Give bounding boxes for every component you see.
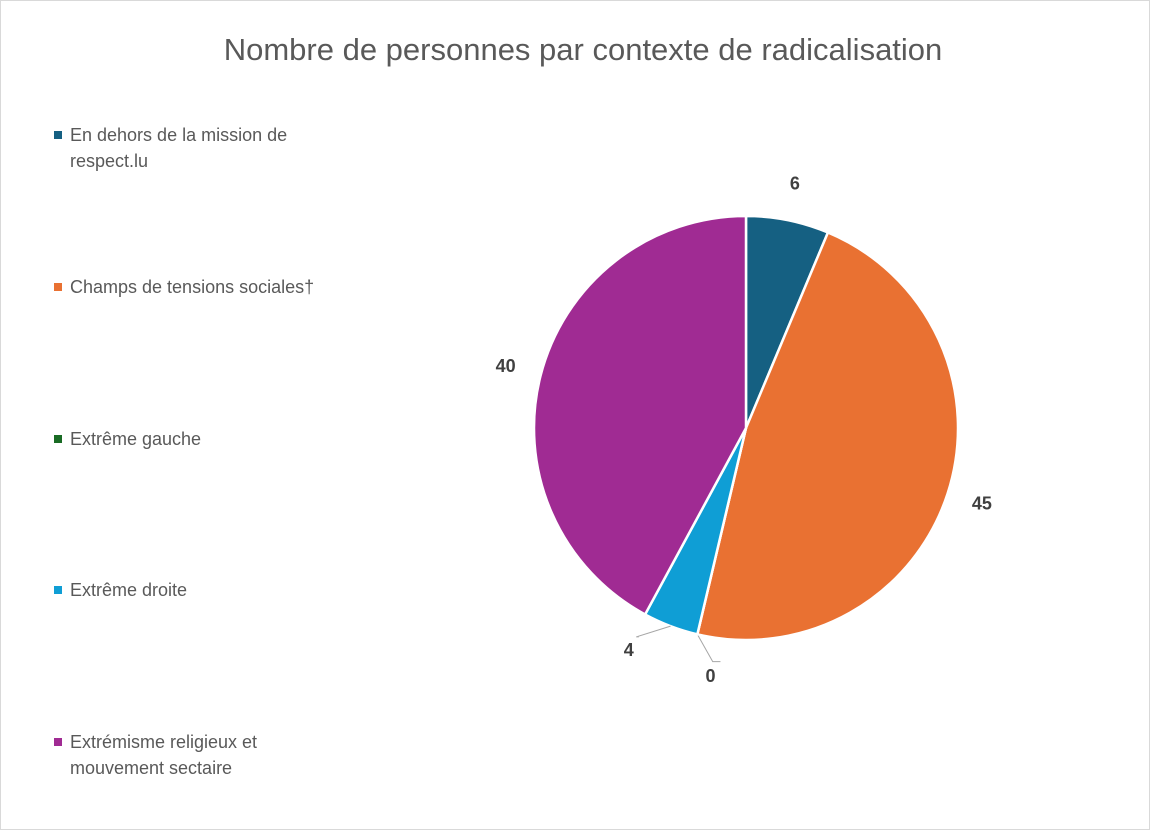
- legend-swatch: [54, 435, 62, 443]
- pie-slice: [695, 230, 960, 642]
- legend-item: Champs de tensions sociales†: [52, 274, 342, 300]
- legend-label: Extrémisme religieux et mouvement sectai…: [70, 732, 258, 778]
- legend-item: Extrême droite: [52, 577, 342, 603]
- legend-item: Extrême gauche: [52, 426, 342, 452]
- leader-line: [636, 625, 671, 638]
- legend-label: Extrême droite: [70, 580, 188, 600]
- legend-item: Extrémisme religieux et mouvement sectai…: [52, 729, 342, 781]
- data-label: 45: [972, 493, 992, 513]
- data-label: 0: [705, 666, 715, 686]
- leader-line: [696, 634, 721, 663]
- legend-swatch: [54, 131, 62, 139]
- data-label: 6: [790, 174, 800, 194]
- data-label: 40: [496, 356, 516, 376]
- data-label: 4: [624, 640, 634, 660]
- legend-swatch: [54, 738, 62, 746]
- legend-label: En dehors de la mission de respect.lu: [70, 125, 288, 171]
- legend-item: En dehors de la mission de respect.lu: [52, 122, 342, 174]
- legend-label: Champs de tensions sociales†: [70, 277, 315, 297]
- legend-swatch: [54, 283, 62, 291]
- pie-slice: [532, 214, 748, 617]
- legend-label: Extrême gauche: [70, 429, 202, 449]
- chart-title: Nombre de personnes par contexte de radi…: [224, 32, 943, 67]
- legend-swatch: [54, 586, 62, 594]
